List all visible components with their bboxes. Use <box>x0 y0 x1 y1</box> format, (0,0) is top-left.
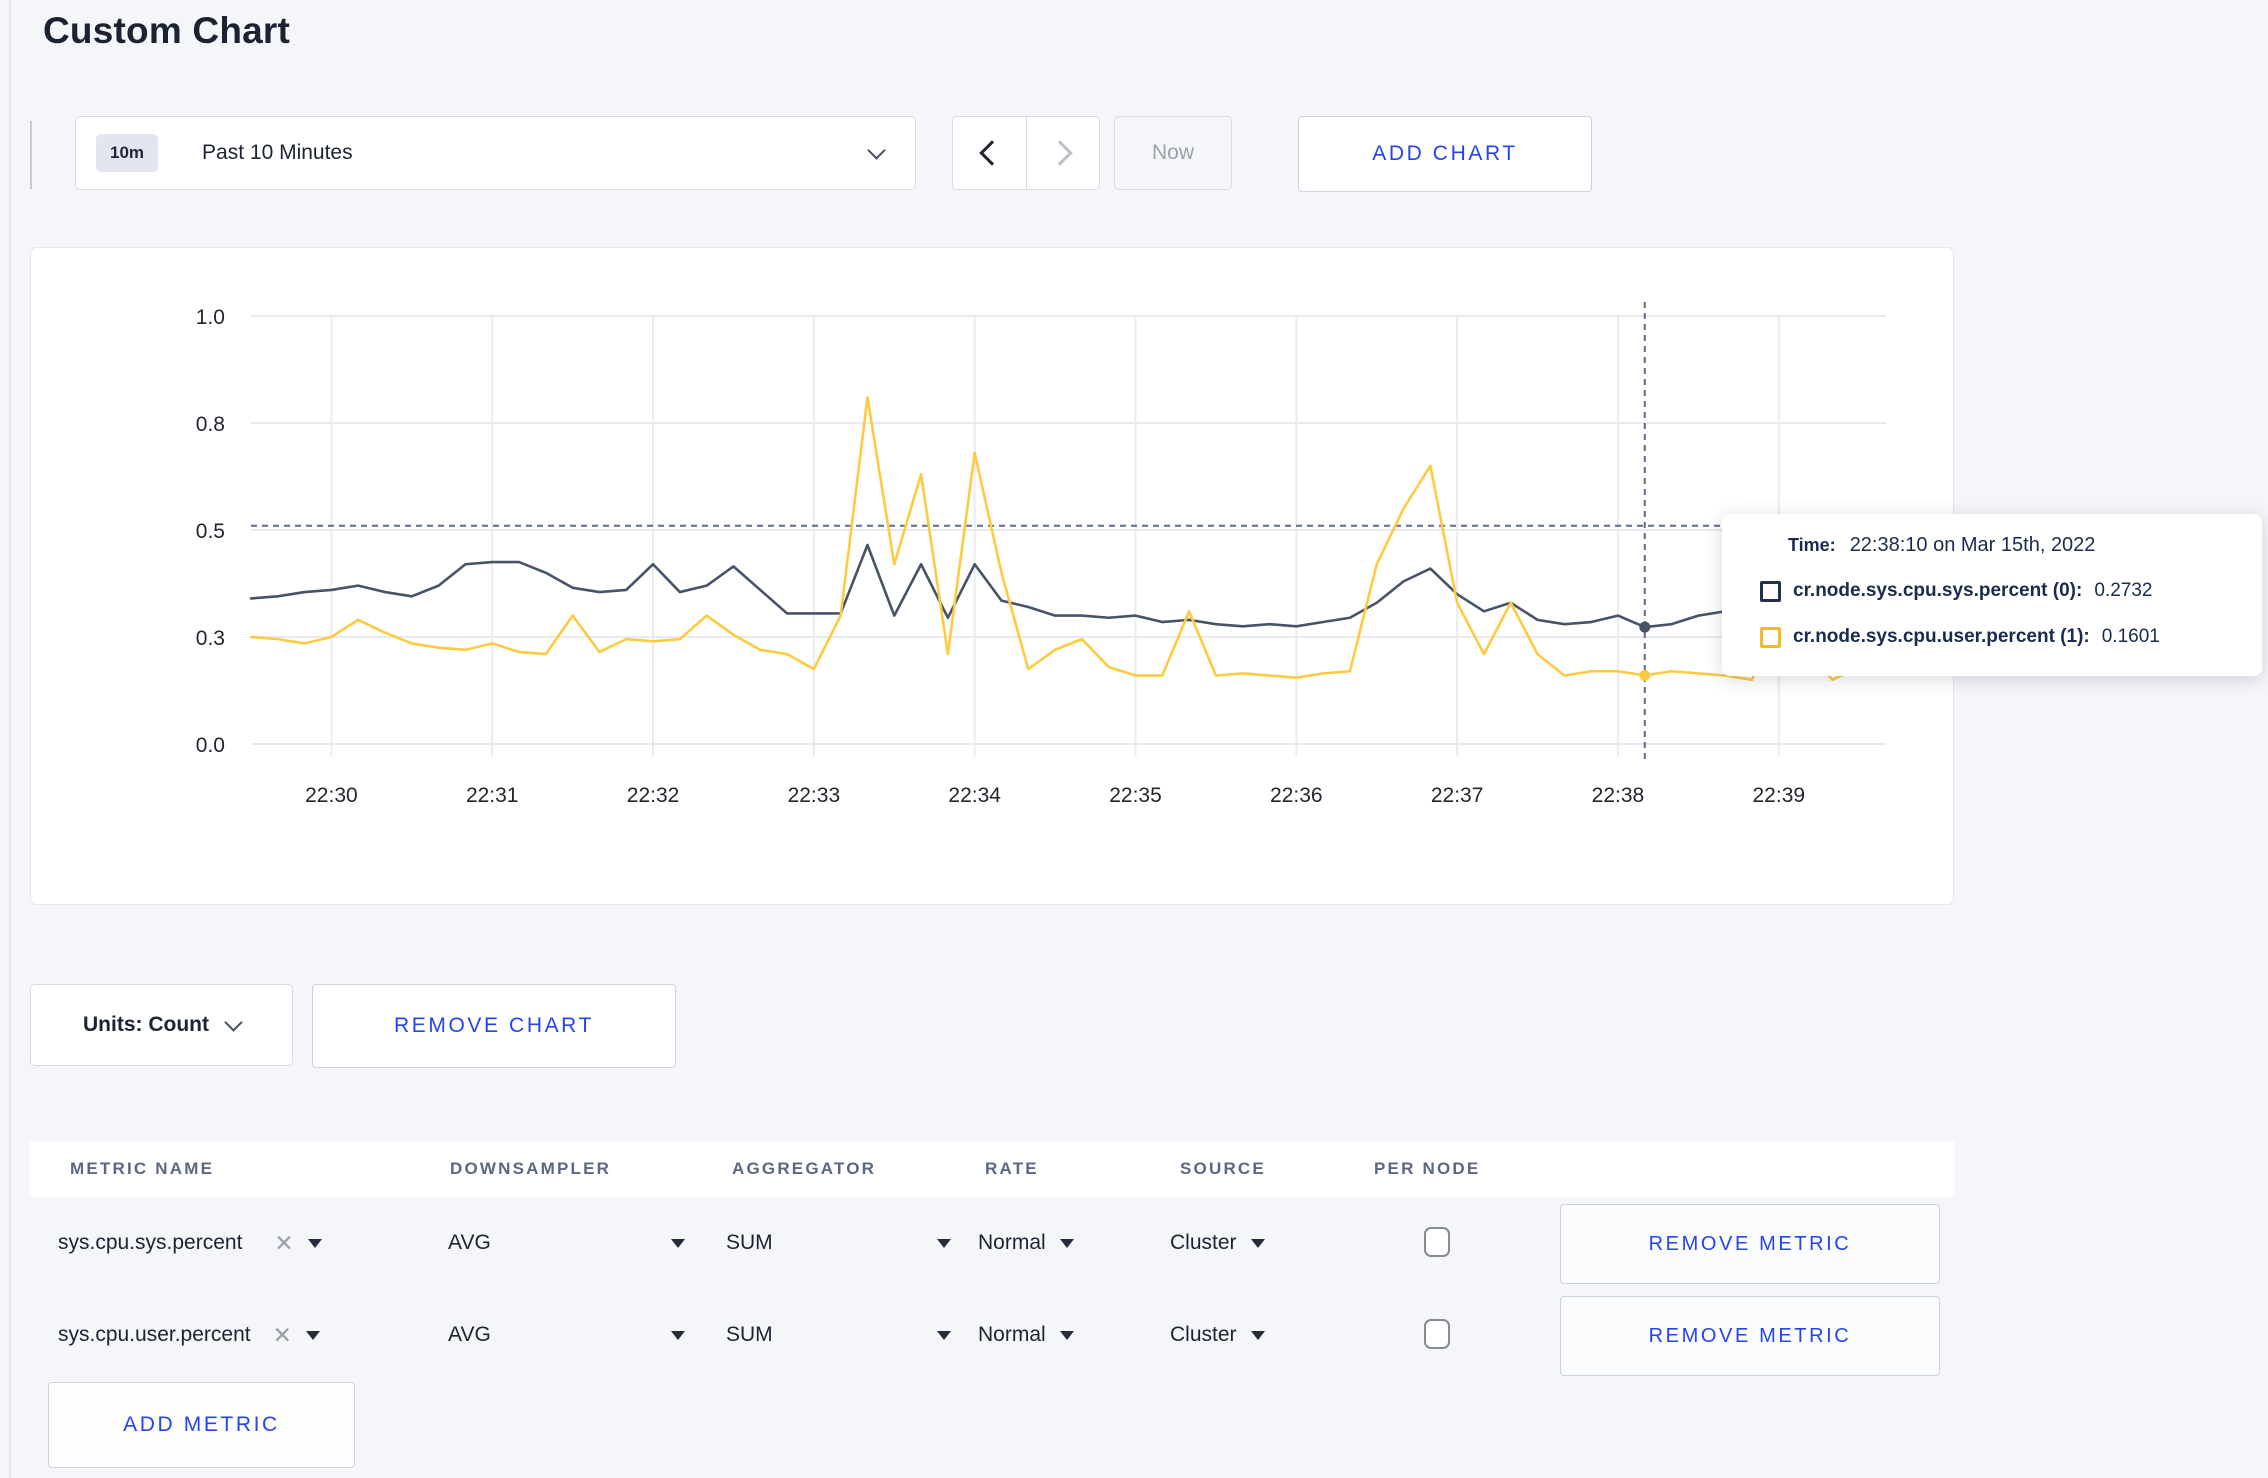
tooltip-series-value: 0.1601 <box>2101 626 2160 647</box>
svg-text:22:38: 22:38 <box>1592 784 1645 807</box>
caret-down-icon <box>936 1330 951 1340</box>
chevron-right-icon <box>1047 140 1073 166</box>
tooltip-time-label: Time: <box>1788 535 1836 555</box>
svg-text:0.8: 0.8 <box>196 413 225 436</box>
aggregator-select[interactable]: SUM <box>726 1289 951 1381</box>
units-dropdown[interactable]: Units: Count <box>30 984 293 1066</box>
table-row: sys.cpu.user.percent ✕ AVG SUM Normal Cl… <box>30 1289 1954 1381</box>
column-header-rate: RATE <box>985 1159 1039 1178</box>
chevron-down-icon <box>867 140 886 160</box>
aggregator-value: SUM <box>726 1231 773 1254</box>
column-header-per-node: PER NODE <box>1374 1159 1481 1178</box>
clear-metric-icon[interactable]: ✕ <box>272 1321 292 1348</box>
caret-down-icon <box>307 1238 322 1248</box>
metric-name: sys.cpu.user.percent <box>58 1323 251 1346</box>
aggregator-select[interactable]: SUM <box>726 1197 951 1289</box>
tooltip-series-value: 0.2732 <box>2094 580 2153 601</box>
remove-chart-button[interactable]: REMOVE CHART <box>312 984 676 1068</box>
source-value: Cluster <box>1170 1231 1237 1254</box>
per-node-checkbox[interactable] <box>1424 1319 1450 1349</box>
caret-down-icon <box>305 1330 320 1340</box>
remove-metric-button[interactable]: REMOVE METRIC <box>1560 1204 1940 1284</box>
chevron-down-icon <box>224 1013 243 1032</box>
svg-text:22:31: 22:31 <box>466 784 519 807</box>
user-series-swatch-icon <box>1760 626 1781 648</box>
add-metric-button[interactable]: ADD METRIC <box>48 1382 355 1468</box>
source-select[interactable]: Cluster <box>1170 1289 1265 1381</box>
aggregator-value: SUM <box>726 1323 773 1346</box>
clear-metric-icon[interactable]: ✕ <box>274 1229 294 1256</box>
chart-card: 22:30 22:31 22:32 22:33 22:34 22:35 22:36 22:37… <box>30 247 1954 905</box>
add-chart-button[interactable]: ADD CHART <box>1298 116 1592 192</box>
time-pager <box>952 116 1100 190</box>
per-node-checkbox[interactable] <box>1424 1227 1450 1257</box>
svg-text:22:34: 22:34 <box>948 784 1001 807</box>
add-chart-label: ADD CHART <box>1372 142 1518 165</box>
downsampler-value: AVG <box>448 1231 491 1254</box>
page-title: Custom Chart <box>43 10 291 51</box>
table-row: sys.cpu.sys.percent ✕ AVG SUM Normal Clu… <box>30 1197 1954 1289</box>
page-left-divider <box>9 0 11 1478</box>
svg-text:22:30: 22:30 <box>305 784 358 807</box>
caret-down-icon <box>936 1238 951 1248</box>
svg-text:22:39: 22:39 <box>1753 784 1806 807</box>
remove-metric-button[interactable]: REMOVE METRIC <box>1560 1296 1940 1376</box>
rate-value: Normal <box>978 1323 1046 1346</box>
remove-metric-label: REMOVE METRIC <box>1648 1324 1852 1347</box>
prev-interval-button[interactable] <box>953 117 1027 189</box>
tooltip-time-value: 22:38:10 on Mar 15th, 2022 <box>1849 534 2096 556</box>
remove-metric-label: REMOVE METRIC <box>1648 1232 1852 1255</box>
downsampler-select[interactable]: AVG <box>448 1197 685 1289</box>
chevron-left-icon <box>979 140 1005 166</box>
column-header-source: SOURCE <box>1180 1159 1266 1178</box>
caret-down-icon <box>1250 1330 1265 1340</box>
svg-text:1.0: 1.0 <box>196 306 225 329</box>
tooltip-series-name: cr.node.sys.cpu.sys.percent (0): <box>1793 580 2083 601</box>
rate-select[interactable]: Normal <box>978 1289 1074 1381</box>
metric-select[interactable]: sys.cpu.sys.percent ✕ <box>58 1197 322 1289</box>
time-range-label: Past 10 Minutes <box>202 141 353 164</box>
tooltip-series-row: cr.node.sys.cpu.user.percent (1): 0.1601 <box>1760 626 2160 648</box>
svg-text:22:37: 22:37 <box>1431 784 1484 807</box>
source-value: Cluster <box>1170 1323 1237 1346</box>
metric-select[interactable]: sys.cpu.user.percent ✕ <box>58 1289 320 1381</box>
time-range-badge: 10m <box>96 134 159 172</box>
caret-down-icon <box>670 1238 685 1248</box>
svg-text:22:32: 22:32 <box>627 784 680 807</box>
caret-down-icon <box>670 1330 685 1340</box>
tooltip-series-row: cr.node.sys.cpu.sys.percent (0): 0.2732 <box>1760 580 2152 602</box>
source-select[interactable]: Cluster <box>1170 1197 1265 1289</box>
column-header-aggregator: AGGREGATOR <box>732 1159 877 1178</box>
tooltip-time-row: Time: 22:38:10 on Mar 15th, 2022 <box>1788 534 2095 557</box>
rate-select[interactable]: Normal <box>978 1197 1074 1289</box>
svg-text:22:33: 22:33 <box>788 784 841 807</box>
caret-down-icon <box>1059 1238 1074 1248</box>
now-button[interactable]: Now <box>1114 116 1232 190</box>
next-interval-button[interactable] <box>1027 117 1100 189</box>
metrics-table-header: METRIC NAME DOWNSAMPLER AGGREGATOR RATE … <box>30 1141 1954 1197</box>
svg-text:22:35: 22:35 <box>1109 784 1162 807</box>
chart-canvas[interactable]: 22:30 22:31 22:32 22:33 22:34 22:35 22:36 22:37… <box>31 248 1953 904</box>
downsampler-select[interactable]: AVG <box>448 1289 685 1381</box>
sys-series-swatch-icon <box>1760 580 1781 602</box>
svg-text:0.3: 0.3 <box>196 627 225 650</box>
chart-tooltip: Time: 22:38:10 on Mar 15th, 2022 cr.node… <box>1722 514 2262 676</box>
units-label: Units: Count <box>83 1013 209 1036</box>
svg-text:0.0: 0.0 <box>196 734 225 757</box>
svg-text:0.5: 0.5 <box>196 520 225 543</box>
tooltip-series-name: cr.node.sys.cpu.user.percent (1): <box>1793 626 2090 647</box>
toolbar-divider <box>30 121 32 189</box>
remove-chart-label: REMOVE CHART <box>394 1014 594 1037</box>
caret-down-icon <box>1250 1238 1265 1248</box>
downsampler-value: AVG <box>448 1323 491 1346</box>
time-range-dropdown[interactable]: 10m Past 10 Minutes <box>75 116 916 190</box>
rate-value: Normal <box>978 1231 1046 1254</box>
column-header-metric-name: METRIC NAME <box>70 1159 215 1178</box>
caret-down-icon <box>1059 1330 1074 1340</box>
add-metric-label: ADD METRIC <box>123 1413 280 1436</box>
svg-text:22:36: 22:36 <box>1270 784 1323 807</box>
metric-name: sys.cpu.sys.percent <box>58 1231 243 1254</box>
column-header-downsampler: DOWNSAMPLER <box>450 1159 612 1178</box>
